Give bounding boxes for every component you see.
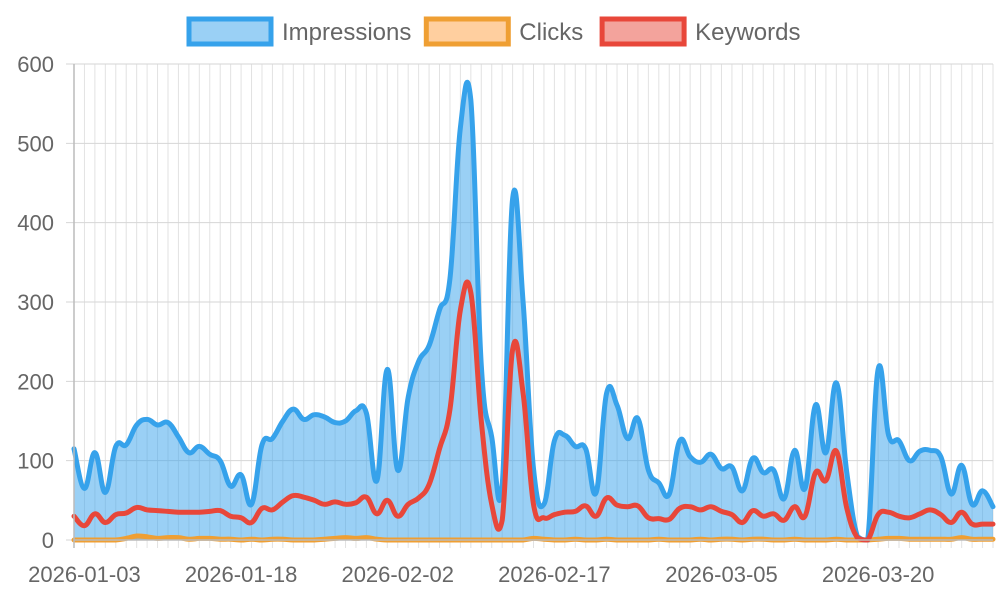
y-tick-label: 100: [17, 449, 54, 474]
keywords-legend-label: Keywords: [695, 19, 800, 46]
chart-legend: Impressions Clicks Keywords: [186, 16, 800, 47]
impressions-area: [74, 82, 993, 540]
x-tick-label: 2026-03-20: [822, 562, 935, 587]
x-tick-label: 2026-02-17: [498, 562, 611, 587]
x-tick-label: 2026-01-03: [28, 562, 141, 587]
y-tick-label: 500: [17, 131, 54, 156]
x-tick-label: 2026-02-02: [341, 562, 454, 587]
y-tick-label: 400: [17, 211, 54, 236]
x-tick-label: 2026-01-18: [185, 562, 298, 587]
y-tick-label: 300: [17, 290, 54, 315]
keywords-legend-swatch: [599, 16, 687, 47]
chart-axes: 0 100 200 300 400 500 600 2026-01-03 2026-01-18 2…: [17, 52, 993, 587]
clicks-legend-label: Clicks: [519, 19, 583, 46]
x-tick-label: 2026-03-05: [665, 562, 778, 587]
impressions-line: [71, 79, 996, 543]
y-tick-label: 200: [17, 369, 54, 394]
keywords-line: [71, 279, 996, 543]
y-tick-label: 600: [17, 52, 54, 77]
impressions-legend-swatch: [186, 16, 274, 47]
y-tick-label: 0: [42, 528, 54, 553]
clicks-legend-swatch: [423, 16, 511, 47]
impressions-legend-label: Impressions: [282, 19, 411, 46]
